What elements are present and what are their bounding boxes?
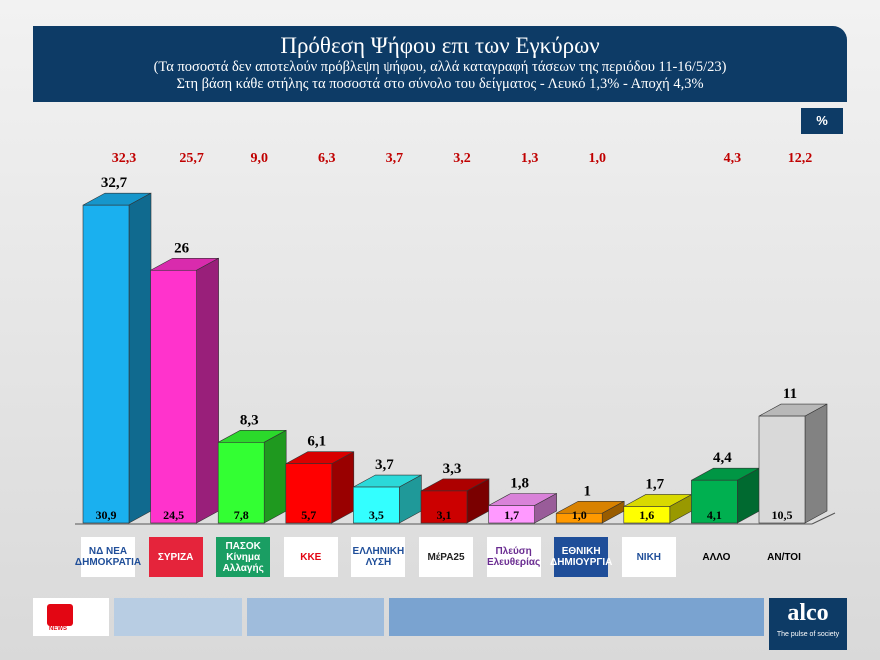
bar [150,269,197,524]
base-label: 1,0 [572,508,587,522]
bar-side [196,257,219,524]
party-logo: ΕΛΛΗΝΙΚΗ ΛΥΣΗ [351,537,406,577]
previous-label: 3,2 [453,151,471,166]
base-label: 4,1 [707,508,722,522]
footer-band [389,598,764,636]
chart-title: Πρόθεση Ψήφου επι των Εγκύρων [280,33,600,58]
base-label: 3,5 [369,508,384,522]
value-label: 11 [783,386,797,402]
value-label: 8,3 [240,412,259,428]
value-label: 1 [583,483,591,499]
value-label: 1,7 [645,476,664,492]
bar [691,479,738,524]
previous-label: 12,2 [788,151,813,166]
footer-band [247,598,384,636]
party-logo: ΜέΡΑ25 [419,537,473,577]
base-label: 3,1 [437,508,452,522]
base-label: 7,8 [234,508,249,522]
footer-band [114,598,242,636]
party-logo: ΕΘΝΙΚΗ ΔΗΜΙΟΥΡΓΙΑ [550,537,612,577]
base-label: 10,5 [772,508,793,522]
bar [420,490,468,524]
bar [555,512,603,524]
party-logo: Πλεύση Ελευθερίας [486,537,541,577]
value-label: 3,7 [375,457,394,473]
bar-side [804,403,828,524]
alpha-news-logo: NEWS [33,598,109,636]
previous-label: 9,0 [250,151,268,166]
chart-header: Πρόθεση Ψήφου επι των Εγκύρων (Τα ποσοστ… [33,26,847,102]
value-label: 1,8 [510,476,529,492]
bar-side [331,451,355,524]
chart-subtitle: (Τα ποσοστά δεν αποτελούν πρόβλεψη ψήφου… [153,59,727,75]
previous-label: 1,0 [588,151,606,166]
value-label: 4,4 [713,450,732,466]
base-label: 1,7 [504,508,519,522]
party-logo: ΑΛΛΟ [702,551,731,563]
bar [758,415,806,524]
previous-label: 4,3 [724,151,742,166]
bar [623,506,671,524]
unit-label: % [801,108,843,134]
party-logo: ΝΙΚΗ [621,537,676,577]
x-axis-depth [811,512,836,525]
previous-label: 3,7 [386,151,404,166]
bar [488,505,535,524]
base-label: 24,5 [163,508,184,522]
value-label: 3,3 [443,461,462,477]
value-label: 32,7 [101,175,128,191]
bar [353,486,400,524]
base-label: 1,6 [639,508,654,522]
bar-side [263,429,287,524]
party-logo: ΝΔ ΝΕΑ ΔΗΜΟΚΡΑΤΙΑ [75,537,141,577]
base-label: 5,7 [301,508,316,522]
party-logo: ΑΝ/ΤΟΙ [767,551,801,563]
bar [82,204,130,524]
bar [217,442,265,524]
previous-label: 32,3 [112,151,137,166]
previous-label: 6,3 [318,151,336,166]
bar-side [128,192,152,524]
party-logo: ΠΑΣΟΚ Κίνημα Αλλαγής [216,537,271,577]
chart-note: Στη βάση κάθε στήλης τα ποσοστά στο σύνο… [176,76,704,92]
previous-label: 1,3 [521,151,539,166]
base-label: 30,9 [96,508,117,522]
alco-logo: alco The pulse of society [769,598,847,650]
value-label: 6,1 [307,434,326,450]
party-logo: ΚΚΕ [283,537,338,577]
bar [285,463,333,524]
value-label: 26 [174,240,190,256]
party-logo: ΣΥΡΙΖΑ [148,537,203,577]
previous-label: 25,7 [179,151,204,166]
bar-chart: 32,7 30,9 32,3 26 24,5 25,7 8,3 7,8 9,0 6,1 5,7 6,3… [75,151,836,525]
